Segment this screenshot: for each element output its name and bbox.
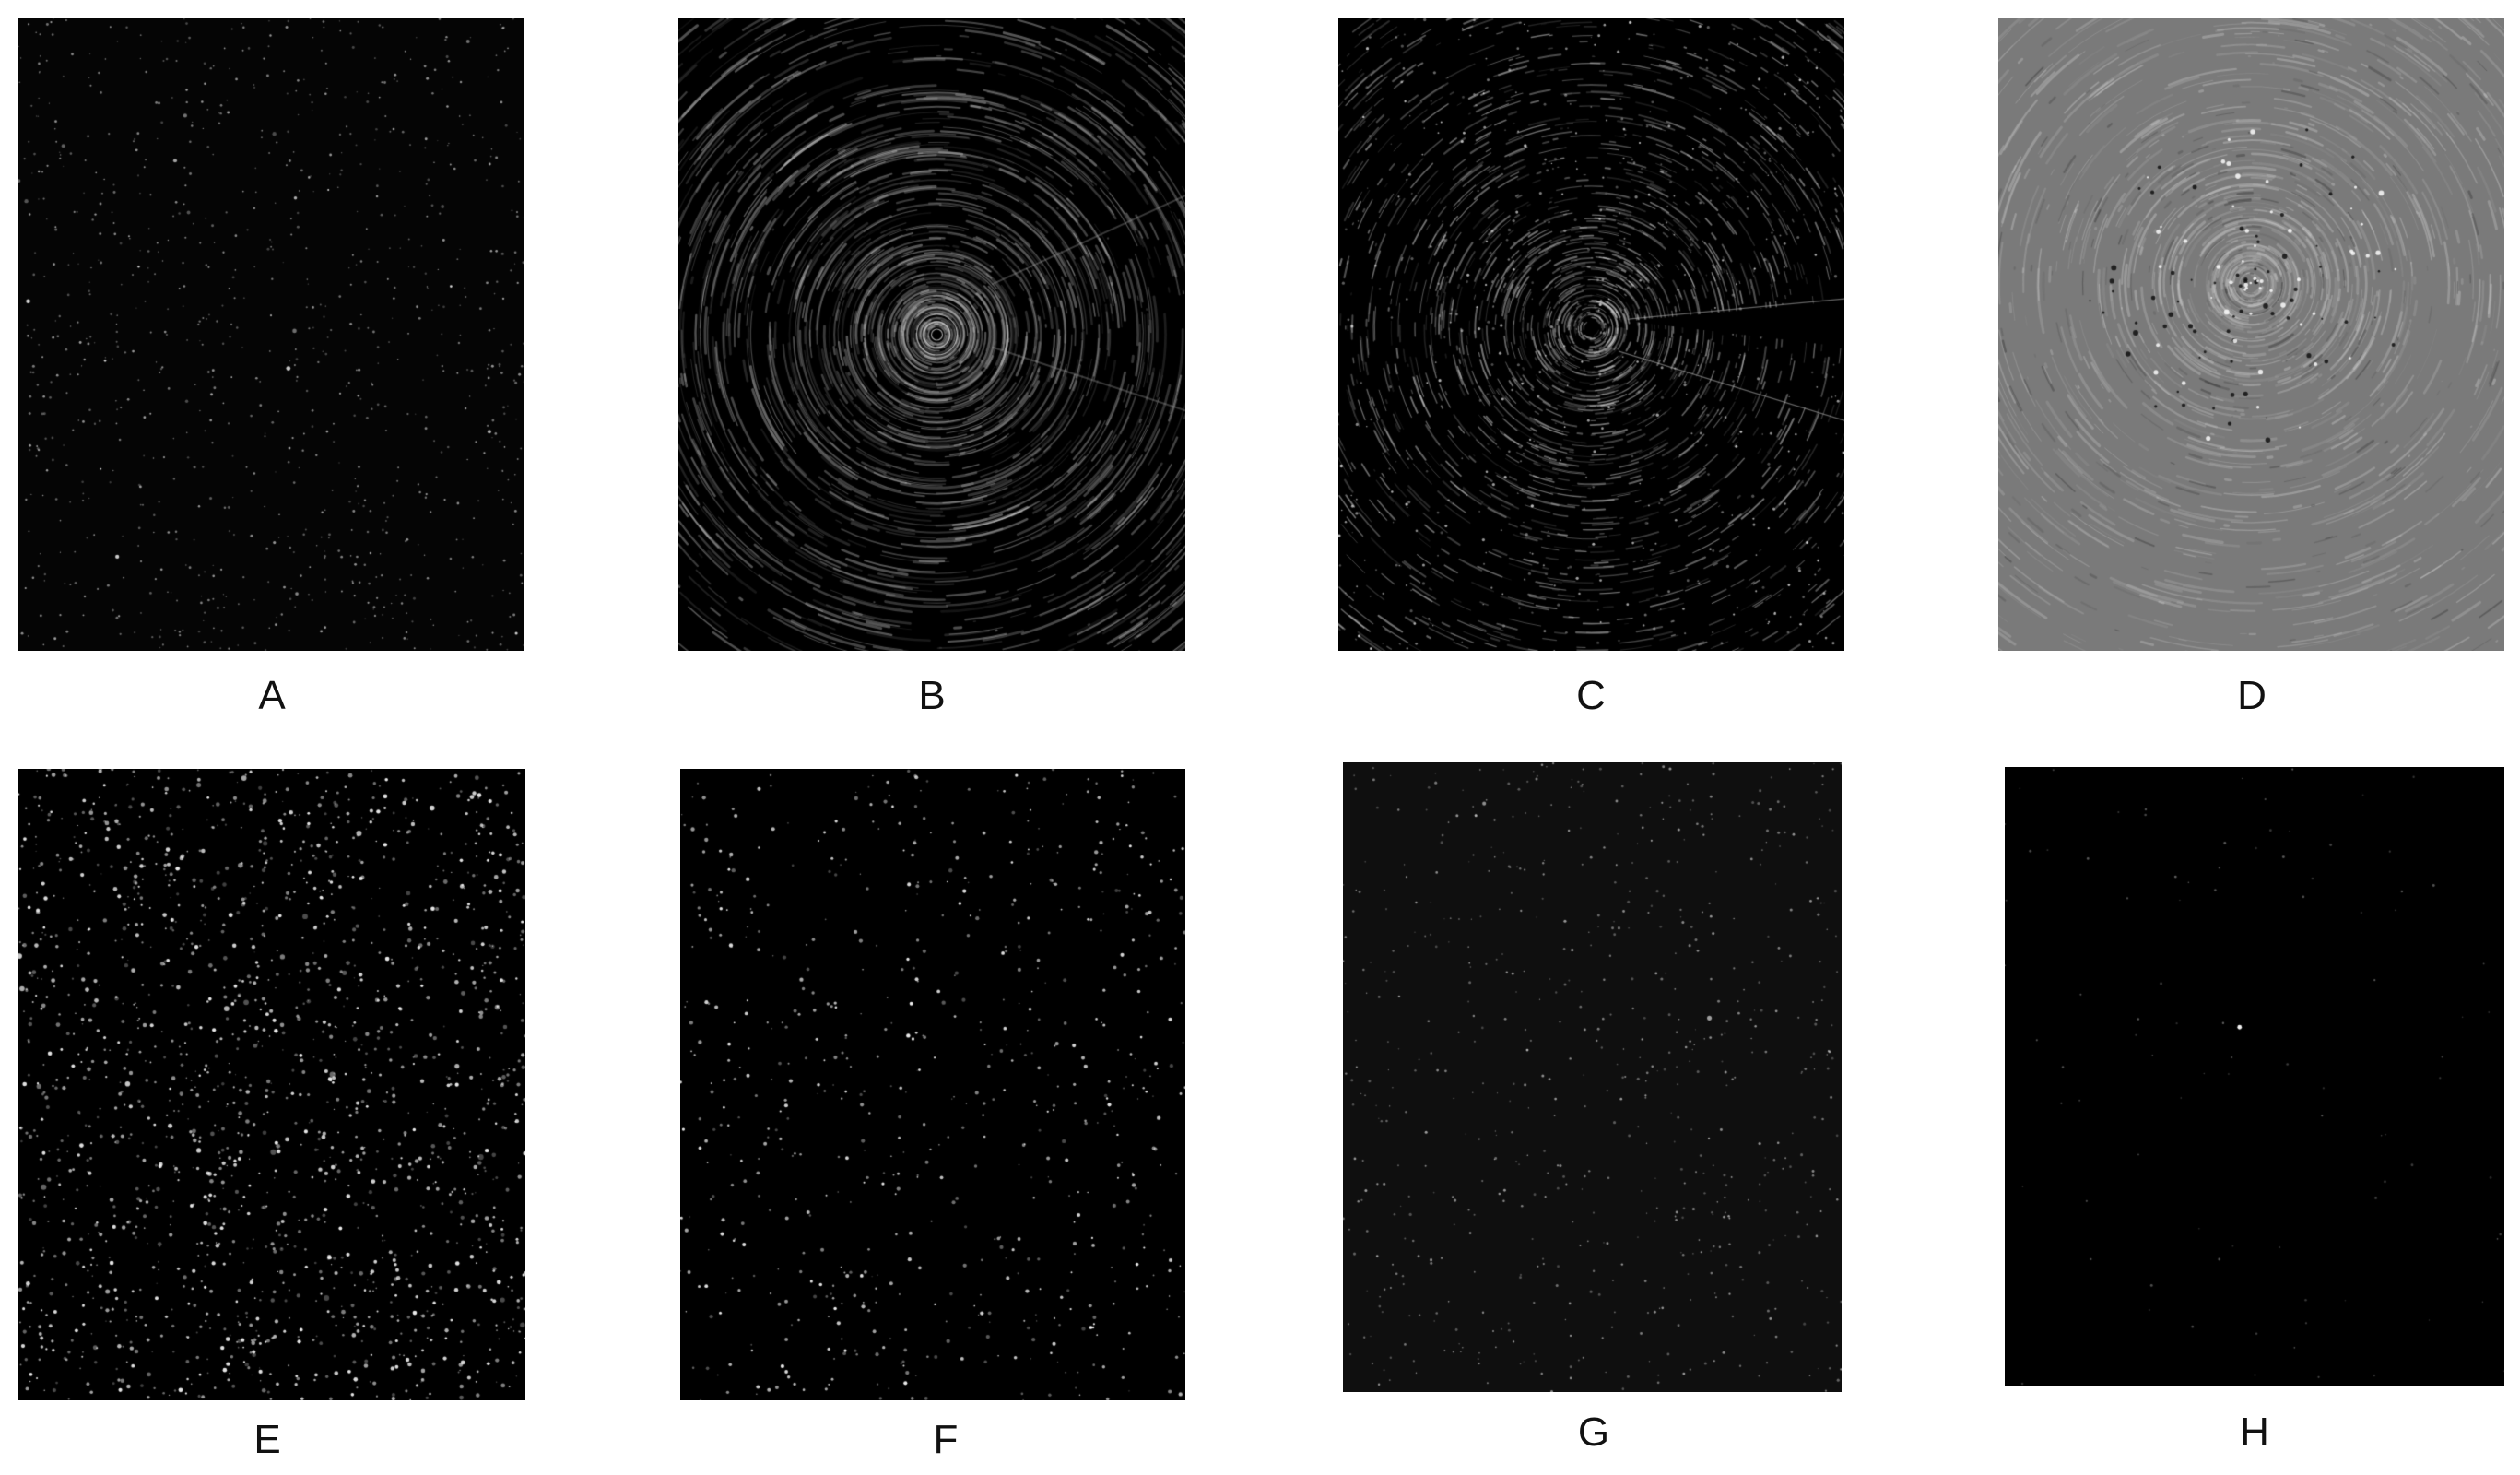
panel-label-b: B	[918, 673, 946, 718]
panel-label-h: H	[2240, 1410, 2269, 1455]
diffraction-image-b	[678, 18, 1185, 651]
diffraction-image-c	[1338, 18, 1844, 651]
panel-label-a: A	[258, 673, 286, 718]
panel-label-c: C	[1576, 673, 1606, 718]
image-panel-e	[18, 769, 525, 1400]
diffraction-image-e	[18, 769, 525, 1400]
panel-label-e: E	[253, 1417, 281, 1462]
image-panel-h	[2005, 767, 2504, 1386]
panel-label-d: D	[2237, 673, 2267, 718]
image-panel-c	[1338, 18, 1844, 651]
image-panel-a	[18, 18, 524, 651]
diffraction-image-h	[2005, 767, 2504, 1386]
diffraction-image-a	[18, 18, 524, 651]
panel-label-f: F	[933, 1417, 959, 1462]
diffraction-image-f	[680, 769, 1185, 1400]
diffraction-image-g	[1343, 762, 1842, 1392]
panel-label-g: G	[1577, 1410, 1610, 1455]
diffraction-image-d	[1998, 18, 2504, 651]
image-panel-d	[1998, 18, 2504, 651]
image-panel-b	[678, 18, 1185, 651]
image-panel-f	[680, 769, 1185, 1400]
image-panel-g	[1343, 762, 1842, 1392]
